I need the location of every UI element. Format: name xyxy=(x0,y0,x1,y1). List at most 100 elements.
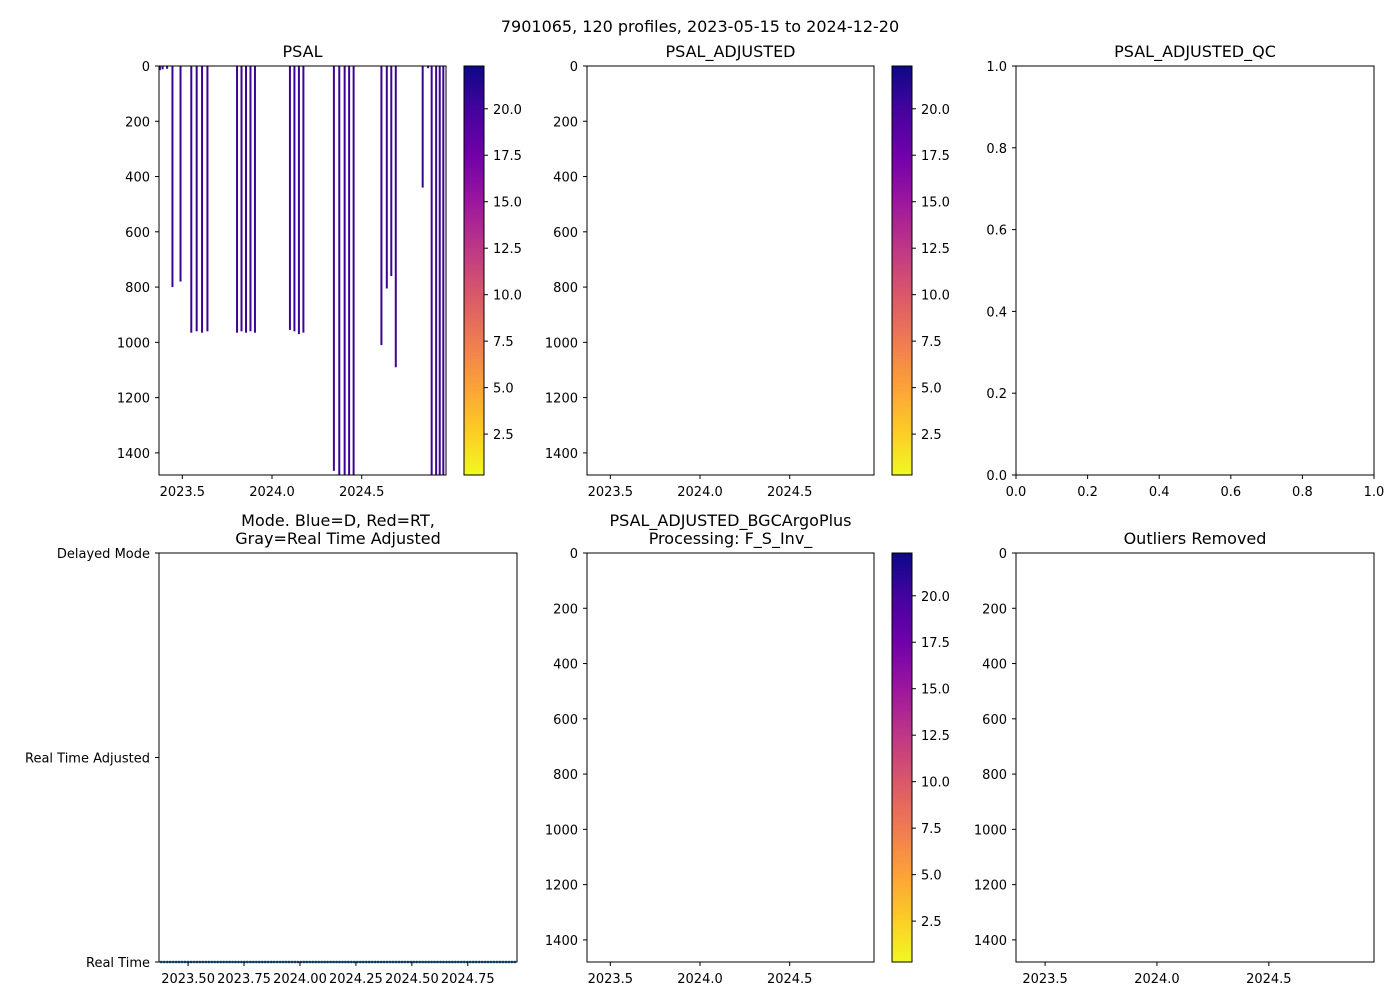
axes-frame xyxy=(586,552,875,963)
y-tick-label: 400 xyxy=(125,171,150,186)
x-tick-label: 0.2 xyxy=(1077,485,1098,500)
colorbar-tick-label: 17.5 xyxy=(921,636,950,651)
profile-bar xyxy=(195,66,198,332)
colorbar-tick-label: 17.5 xyxy=(921,149,950,164)
colorbar-tick-label: 12.5 xyxy=(921,729,950,744)
colorbar-tick-label: 2.5 xyxy=(921,428,942,443)
colorbar-tick-label: 10.0 xyxy=(493,289,522,304)
figure-title: 7901065, 120 profiles, 2023-05-15 to 202… xyxy=(501,17,899,36)
y-tick-label: 1200 xyxy=(117,392,150,407)
y-tick-label: 1400 xyxy=(545,934,578,949)
profile-bar xyxy=(380,66,383,346)
x-tick-label: 0.4 xyxy=(1149,485,1170,500)
y-tick-label: 600 xyxy=(125,226,150,241)
x-tick-label: 2023.5 xyxy=(1022,972,1068,987)
panel-psal: PSAL 2023.5 2024.0 2024.5 0 200 400 600 800 1000 1… xyxy=(117,42,522,500)
profile-bar xyxy=(179,66,182,282)
profile-bar xyxy=(240,66,243,332)
y-tick-label: 400 xyxy=(982,658,1007,673)
y-tick-label: 600 xyxy=(553,226,578,241)
panel-title: Mode. Blue=D, Red=RT, xyxy=(241,511,435,530)
y-tick-label: 600 xyxy=(982,713,1007,728)
colorbar-gradient xyxy=(892,66,912,475)
y-tick-label: 800 xyxy=(553,281,578,296)
x-tick-label: 2024.0 xyxy=(249,485,295,500)
colorbar-tick-label: 2.5 xyxy=(921,915,942,930)
profile-bar xyxy=(394,66,397,368)
profile-bar xyxy=(435,66,438,475)
y-tick-label: 200 xyxy=(125,115,150,130)
y-tick-label: 0.4 xyxy=(986,305,1007,320)
y-tick-label: 200 xyxy=(553,115,578,130)
y-tick-label: 1000 xyxy=(545,823,578,838)
profile-bar xyxy=(161,66,164,70)
y-tick-label: 200 xyxy=(553,602,578,617)
colorbar-frame xyxy=(891,65,913,476)
y-tick-label: 600 xyxy=(553,713,578,728)
profile-bar xyxy=(253,66,256,333)
x-tick-label: 2023.5 xyxy=(588,485,634,500)
panel-title: PSAL xyxy=(283,42,323,61)
x-tick-label: 2024.5 xyxy=(1246,972,1292,987)
axes-frame xyxy=(158,65,447,476)
colorbar-tick-label: 2.5 xyxy=(493,428,514,443)
panel-title: Outliers Removed xyxy=(1124,529,1267,548)
profile-bar xyxy=(332,66,335,471)
profile-bar xyxy=(427,66,430,69)
x-tick-label: 2024.75 xyxy=(441,972,495,987)
panel-psal_adjusted_qc: PSAL_ADJUSTED_QC 0.0 0.2 0.4 0.6 0.8 1.0 0.0 0.2… xyxy=(986,42,1384,500)
y-tick-label: 400 xyxy=(553,658,578,673)
x-tick-label: 0.0 xyxy=(1006,485,1027,500)
y-tick-label: 800 xyxy=(553,768,578,783)
colorbar-tick-label: 12.5 xyxy=(493,242,522,257)
profile-bar xyxy=(166,66,169,69)
colorbar-tick-label: 7.5 xyxy=(921,822,942,837)
colorbar-tick-label: 15.0 xyxy=(921,196,950,211)
colorbar-gradient xyxy=(892,553,912,962)
profile-bar xyxy=(421,66,424,188)
colorbar-tick-label: 17.5 xyxy=(493,149,522,164)
y-tick-label: 1000 xyxy=(117,336,150,351)
y-tick-label: 400 xyxy=(553,171,578,186)
y-tick-label: 800 xyxy=(125,281,150,296)
profile-bar xyxy=(352,66,355,475)
y-tick-label: 1000 xyxy=(545,336,578,351)
panel-title: PSAL_ADJUSTED_BGCArgoPlus xyxy=(609,511,851,531)
y-tick-label: Real Time Adjusted xyxy=(25,752,150,767)
x-tick-label: 2024.0 xyxy=(1134,972,1180,987)
panel-title: PSAL_ADJUSTED xyxy=(665,42,795,62)
panel-mode: Mode. Blue=D, Red=RT,Gray=Real Time Adju… xyxy=(25,511,518,987)
x-tick-label: 2024.5 xyxy=(339,485,385,500)
colorbar-tick-label: 20.0 xyxy=(493,103,522,118)
colorbar-tick-label: 15.0 xyxy=(921,683,950,698)
colorbar-tick-label: 7.5 xyxy=(921,335,942,350)
y-tick-label: 800 xyxy=(982,768,1007,783)
colorbar-tick-label: 20.0 xyxy=(921,590,950,605)
panel-title-line2: Gray=Real Time Adjusted xyxy=(235,529,441,548)
profile-bar xyxy=(293,66,296,332)
profile-bar xyxy=(171,66,174,288)
profile-bar xyxy=(348,66,351,475)
colorbar-tick-label: 12.5 xyxy=(921,242,950,257)
x-tick-label: 2024.50 xyxy=(385,972,439,987)
y-tick-label: 1200 xyxy=(545,392,578,407)
colorbar-tick-label: 10.0 xyxy=(921,289,950,304)
y-tick-label: 0 xyxy=(142,60,150,75)
profile-bar xyxy=(158,66,161,71)
y-tick-label: 0.0 xyxy=(986,469,1007,484)
profile-bar xyxy=(206,66,209,332)
y-tick-label: 0.8 xyxy=(986,142,1007,157)
x-tick-label: 2023.75 xyxy=(217,972,271,987)
x-tick-label: 0.6 xyxy=(1220,485,1241,500)
y-tick-label: 1400 xyxy=(545,447,578,462)
profile-bar xyxy=(244,66,247,333)
x-tick-label: 1.0 xyxy=(1364,485,1385,500)
x-tick-label: 2024.00 xyxy=(273,972,327,987)
profile-bar xyxy=(338,66,341,475)
y-tick-label: 0 xyxy=(999,547,1007,562)
colorbar-tick-label: 5.0 xyxy=(493,382,514,397)
profile-bar xyxy=(249,66,252,332)
profile-bar xyxy=(236,66,239,333)
profile-bar xyxy=(190,66,193,333)
